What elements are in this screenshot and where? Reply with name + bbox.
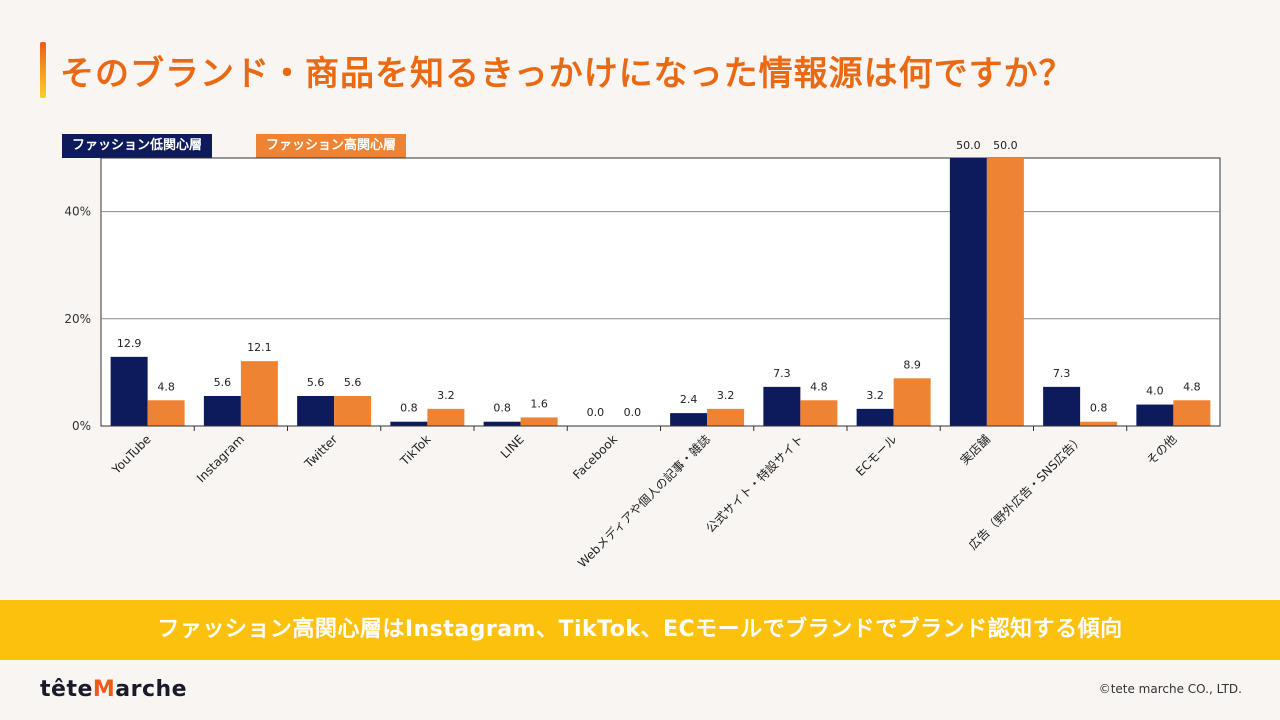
x-tick-label: Facebook (570, 432, 620, 482)
data-label: 5.6 (344, 376, 362, 389)
bar (763, 386, 801, 426)
data-label: 1.6 (530, 397, 548, 410)
bar (203, 395, 241, 426)
bar (1043, 386, 1081, 426)
x-tick-label: Instagram (194, 432, 247, 485)
data-label: 12.9 (117, 337, 142, 350)
data-label: 4.8 (157, 380, 175, 393)
data-label: 50.0 (956, 139, 981, 152)
bar (427, 408, 465, 426)
summary-text: ファッション高関心層はInstagram、TikTok、ECモールでブランドでブ… (157, 617, 1123, 642)
x-tick-label: TikTok (397, 432, 434, 469)
summary-banner: ファッション高関心層はInstagram、TikTok、ECモールでブランドでブ… (0, 600, 1280, 660)
bar (856, 408, 894, 426)
data-label: 4.0 (1146, 385, 1164, 398)
y-tick-label: 0% (72, 419, 91, 433)
bar (1173, 400, 1211, 426)
title-accent-bar (40, 42, 46, 98)
data-label: 5.6 (214, 376, 232, 389)
bar (240, 361, 278, 426)
data-label: 0.8 (400, 402, 418, 415)
bar (147, 400, 185, 426)
bar (670, 413, 708, 426)
logo-prefix: tête (40, 677, 93, 702)
bar (986, 158, 1024, 426)
data-label: 7.3 (773, 367, 791, 380)
page-title: そのブランド・商品を知るきっかけになった情報源は何ですか？ (60, 54, 1074, 94)
bar-chart: 0% 20% 40% 12.9 4.8 YouTube 5.6 12.1 Instagram 5.… (64, 139, 1221, 570)
data-label: 3.2 (717, 389, 735, 402)
y-tick-label: 40% (64, 205, 91, 219)
data-label: 8.9 (903, 358, 921, 371)
data-label: 0.8 (1090, 402, 1108, 415)
x-tick-label: YouTube (109, 432, 154, 477)
bar (483, 421, 521, 426)
bar (520, 417, 558, 426)
y-tick-label: 20% (64, 312, 91, 326)
copyright: ©tete marche CO., LTD. (1098, 682, 1242, 696)
data-label: 5.6 (307, 376, 325, 389)
logo-suffix: arche (115, 677, 188, 702)
data-label: 3.2 (866, 389, 884, 402)
data-label: 4.8 (810, 380, 828, 393)
x-tick-label: ECモール (853, 432, 900, 479)
bar (1136, 404, 1174, 426)
x-tick-label: 実店舗 (957, 432, 993, 468)
plot-area (100, 157, 1221, 427)
bar (800, 400, 838, 426)
legend-high-interest: ファッション高関心層 (256, 134, 407, 158)
data-label: 2.4 (680, 393, 698, 406)
brand-logo: têteMarche (40, 677, 187, 702)
data-label: 0.8 (493, 402, 511, 415)
data-label: 50.0 (993, 139, 1018, 152)
data-label: 4.8 (1183, 380, 1201, 393)
legend-low-interest: ファッション低関心層 (62, 134, 213, 158)
logo-mark: M (92, 677, 116, 702)
x-tick-label: その他 (1144, 432, 1179, 467)
bar (297, 395, 335, 426)
bar (334, 395, 372, 426)
data-label: 7.3 (1053, 367, 1071, 380)
bar (893, 378, 931, 426)
bar (707, 408, 745, 426)
data-label: 0.0 (624, 406, 642, 419)
x-tick-label: 公式サイト・特設サイト (703, 432, 807, 536)
data-label: 0.0 (587, 406, 605, 419)
bar (110, 356, 148, 426)
data-label: 12.1 (247, 341, 272, 354)
bar (949, 158, 987, 426)
x-tick-label: Twitter (301, 432, 340, 471)
data-label: 3.2 (437, 389, 455, 402)
bar (390, 421, 428, 426)
bar (1080, 421, 1118, 426)
x-tick-label: LINE (498, 432, 527, 461)
